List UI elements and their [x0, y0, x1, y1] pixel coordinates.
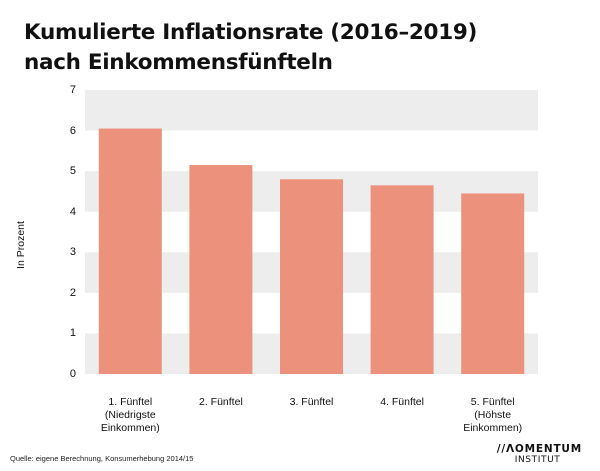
y-tick-label: 7 — [69, 84, 76, 96]
logo-line-2: INSTITUT — [514, 455, 561, 465]
source-note: Quelle: eigene Berechnung, Konsumerhebun… — [10, 454, 194, 463]
grid-band — [85, 90, 538, 131]
x-tick-label-line: 5. Fünftel — [470, 396, 515, 408]
x-tick-label-line: 2. Fünftel — [199, 396, 243, 408]
chart-title-line-2: nach Einkommensfünfteln — [24, 50, 333, 75]
logo-line-1: //ΛOMENTUM — [496, 443, 582, 455]
x-tick-label: 4. Fünftel — [357, 396, 447, 409]
x-tick-label: 2. Fünftel — [176, 396, 266, 409]
bar-3 — [280, 179, 343, 374]
x-tick-label-line: 1. Fünftel — [108, 396, 153, 408]
y-tick-label: 6 — [69, 124, 76, 137]
x-tick-label: 1. Fünftel (Niedrigste Einkommen) — [85, 396, 175, 435]
y-tick-label: 3 — [69, 246, 76, 259]
x-tick-label-line: (Niedrigste — [104, 409, 156, 421]
y-tick-label: 2 — [69, 286, 76, 299]
bar-4 — [370, 185, 434, 374]
bar-2 — [189, 165, 253, 374]
y-axis-label: In Prozent — [15, 221, 27, 269]
chart-title: Kumulierte Inflationsrate (2016–2019) na… — [24, 18, 477, 78]
y-tick-label: 1 — [69, 327, 76, 340]
chart-title-line-1: Kumulierte Inflationsrate (2016–2019) — [24, 20, 478, 45]
bar-1 — [98, 128, 162, 374]
y-tick-label: 4 — [69, 205, 76, 218]
y-tick-label: 0 — [69, 368, 76, 380]
x-tick-label-line: 3. Fünftel — [289, 396, 334, 408]
x-tick-label-line: Einkommen) — [463, 422, 523, 434]
momentum-institut-logo: //ΛOMENTUM INSTITUT — [497, 444, 582, 466]
x-tick-label: 5. Fünftel (Höhste Einkommen) — [448, 396, 538, 435]
y-tick-label: 5 — [69, 165, 76, 178]
x-tick-label: 3. Fünftel — [267, 396, 357, 409]
x-tick-label-line: 4. Fünftel — [380, 396, 424, 408]
bar-5 — [461, 193, 525, 374]
x-tick-label-line: Einkommen) — [100, 422, 160, 434]
x-tick-label-line: (Höhste — [474, 409, 512, 421]
